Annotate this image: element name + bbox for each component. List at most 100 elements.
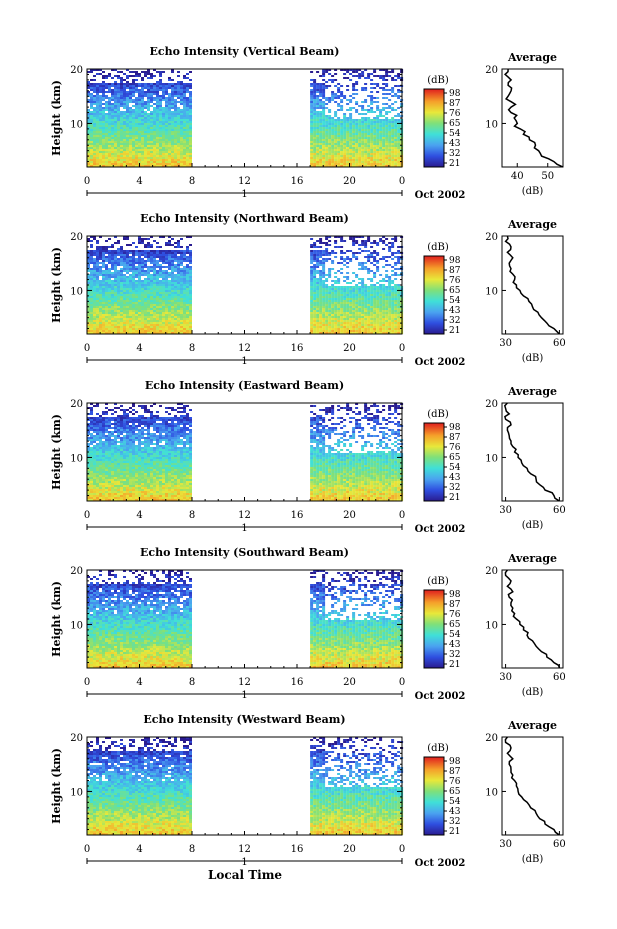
heatmap-cell [376, 161, 380, 163]
heatmap-cell [99, 252, 102, 254]
heatmap-cell [135, 270, 138, 272]
heatmap-cell [189, 276, 192, 278]
heatmap-cell [385, 123, 389, 125]
heatmap-cell [96, 274, 99, 276]
profile-line [503, 68, 564, 168]
heatmap-cell [102, 278, 105, 280]
heatmap-cell [162, 276, 165, 278]
heatmap-cell [96, 272, 99, 274]
heatmap-cell [322, 296, 326, 298]
heatmap-cell [397, 308, 401, 310]
profile-y-tick-label: 10 [485, 119, 498, 130]
heatmap-cell [108, 310, 111, 312]
heatmap-cell [394, 75, 398, 77]
heatmap-cell [153, 161, 156, 163]
heatmap-cell [394, 298, 398, 300]
heatmap-cell [105, 298, 108, 300]
heatmap-cell [135, 131, 138, 133]
heatmap-cell [126, 83, 129, 85]
heatmap-cell [141, 324, 144, 326]
heatmap-cell [168, 302, 171, 304]
heatmap-cell [397, 149, 401, 151]
heatmap-cell [99, 85, 102, 87]
heatmap-cell [135, 286, 138, 288]
heatmap-cell [147, 308, 150, 310]
heatmap-cell [343, 69, 347, 71]
heatmap-cell [367, 125, 371, 127]
heatmap-cell [349, 119, 353, 121]
heatmap-cell [394, 121, 398, 123]
heatmap-cell [99, 157, 102, 159]
heatmap-cell [171, 244, 174, 246]
heatmap-cell [310, 246, 314, 248]
heatmap-cell [316, 278, 320, 280]
heatmap-cell [135, 153, 138, 155]
heatmap-cell [180, 292, 183, 294]
heatmap-cell [364, 121, 368, 123]
heatmap-cell [177, 155, 180, 157]
heatmap-cell [313, 143, 317, 145]
heatmap-cell [171, 288, 174, 290]
heatmap-cell [183, 125, 186, 127]
heatmap-cell [174, 139, 177, 141]
heatmap-cell [165, 292, 168, 294]
heatmap-cell [108, 75, 111, 77]
heatmap-cell [189, 254, 192, 256]
heatmap-cell [123, 121, 126, 123]
heatmap-cell [397, 135, 401, 137]
heatmap-cell [322, 258, 326, 260]
heatmap-cell [150, 286, 153, 288]
heatmap-cell [114, 292, 117, 294]
heatmap-cell [144, 270, 147, 272]
heatmap-cell [177, 137, 180, 139]
heatmap-cell [129, 296, 132, 298]
heatmap-cell [331, 93, 335, 95]
heatmap-cell [183, 274, 186, 276]
heatmap-cell [141, 79, 144, 81]
heatmap-cell [87, 304, 90, 306]
heatmap-cell [165, 111, 168, 113]
heatmap-cell [337, 312, 341, 314]
heatmap-cell [96, 93, 99, 95]
heatmap-cell [361, 244, 365, 246]
heatmap-cell [391, 127, 395, 129]
heatmap-cell [171, 149, 174, 151]
heatmap-cell [183, 75, 186, 77]
heatmap-cell [153, 139, 156, 141]
heatmap-cell [144, 310, 147, 312]
heatmap-cell [129, 326, 132, 328]
heatmap-cell [358, 135, 362, 137]
heatmap-cell [189, 121, 192, 123]
heatmap-cell [165, 123, 168, 125]
heatmap-cell [313, 89, 317, 91]
heatmap-cell [162, 328, 165, 330]
heatmap-cell [334, 312, 338, 314]
heatmap-cell [129, 332, 132, 334]
heatmap-cell [310, 151, 314, 153]
heatmap-cell [385, 244, 389, 246]
heatmap-cell [132, 328, 135, 330]
heatmap-cell [397, 292, 401, 294]
heatmap-cell [159, 127, 162, 129]
heatmap-cell [310, 266, 314, 268]
heatmap-cell [141, 127, 144, 129]
heatmap-cell [340, 93, 344, 95]
heatmap-cell [114, 306, 117, 308]
heatmap-cell [352, 298, 356, 300]
heatmap-cell [135, 306, 138, 308]
heatmap-cell [102, 262, 105, 264]
heatmap-cell [391, 71, 395, 73]
heatmap-cell [126, 238, 129, 240]
heatmap-cell [126, 298, 129, 300]
heatmap-cell [132, 85, 135, 87]
heatmap-cell [364, 240, 368, 242]
heatmap-cell [370, 284, 374, 286]
heatmap-cell [141, 155, 144, 157]
heatmap-cell [313, 308, 317, 310]
heatmap-cell [153, 131, 156, 133]
heatmap-cell [388, 280, 392, 282]
heatmap-cell [391, 153, 395, 155]
heatmap-cell [388, 296, 392, 298]
heatmap-cell [186, 248, 189, 250]
heatmap-cell [147, 131, 150, 133]
